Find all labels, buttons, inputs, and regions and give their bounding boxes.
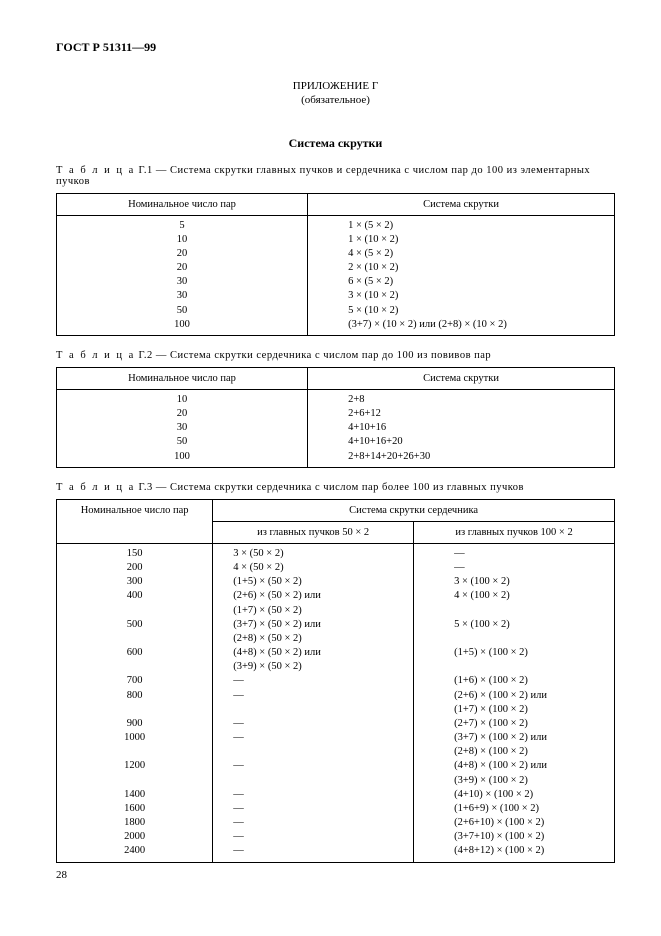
caption-prefix: Т а б л и ц а	[56, 165, 135, 176]
table3-col3-header: из главных пучков 100 × 2	[414, 521, 615, 543]
table1-col2-header: Система скрутки	[308, 193, 615, 215]
cell-text: 5 10 20 20 30 30 50 100	[65, 219, 299, 332]
table-header-row: Номинальное число пар Система скрутки	[57, 367, 615, 389]
caption-rest: Г.3 — Система скрутки сердечника с число…	[135, 482, 524, 493]
cell-text: 10 20 30 50 100	[65, 393, 299, 464]
table2-col1-header: Номинальное число пар	[57, 367, 308, 389]
cell-text: 3 × (50 × 2) 4 × (50 × 2) (1+5) × (50 × …	[233, 547, 405, 859]
table1-col1-header: Номинальное число пар	[57, 193, 308, 215]
table3-col1-header: Номинальное число пар	[57, 499, 213, 543]
appendix-line2: (обязательное)	[301, 94, 370, 106]
caption-rest: Г.1 — Система скрутки главных пучков и с…	[56, 165, 590, 187]
caption-prefix: Т а б л и ц а	[56, 350, 135, 361]
appendix-title: ПРИЛОЖЕНИЕ Г (обязательное)	[56, 79, 615, 108]
caption-prefix: Т а б л и ц а	[56, 482, 135, 493]
table2-col2-header: Система скрутки	[308, 367, 615, 389]
table2-caption: Т а б л и ц а Г.2 — Система скрутки серд…	[56, 350, 615, 361]
cell-text: 1 × (5 × 2) 1 × (10 × 2) 4 × (5 × 2) 2 ×…	[348, 219, 606, 332]
table1-col1-cell: 5 10 20 20 30 30 50 100	[57, 215, 308, 335]
table3-span-header: Система скрутки сердечника	[213, 499, 615, 521]
table-row: 10 20 30 50 100 2+8 2+6+12 4+10+16 4+10+…	[57, 389, 615, 467]
table-row: 150 200 300 400 500 600 700 800 900 1000…	[57, 543, 615, 862]
cell-text: 150 200 300 400 500 600 700 800 900 1000…	[65, 547, 204, 859]
doc-header: ГОСТ Р 51311—99	[56, 40, 615, 55]
table2-col1-cell: 10 20 30 50 100	[57, 389, 308, 467]
table2-col2-cell: 2+8 2+6+12 4+10+16 4+10+16+20 2+8+14+20+…	[308, 389, 615, 467]
table1-caption: Т а б л и ц а Г.1 — Система скрутки глав…	[56, 165, 615, 187]
table3-col3-cell: — — 3 × (100 × 2) 4 × (100 × 2) 5 × (100…	[414, 543, 615, 862]
appendix-line1: ПРИЛОЖЕНИЕ Г	[293, 80, 378, 92]
table-header-row: Номинальное число пар Система скрутки се…	[57, 499, 615, 521]
page-number: 28	[56, 869, 615, 881]
table3-caption: Т а б л и ц а Г.3 — Система скрутки серд…	[56, 482, 615, 493]
document-page: ГОСТ Р 51311—99 ПРИЛОЖЕНИЕ Г (обязательн…	[0, 0, 661, 901]
cell-text: — — 3 × (100 × 2) 4 × (100 × 2) 5 × (100…	[454, 547, 606, 859]
table1: Номинальное число пар Система скрутки 5 …	[56, 193, 615, 336]
table3-col2-header: из главных пучков 50 × 2	[213, 521, 414, 543]
table3-col1-cell: 150 200 300 400 500 600 700 800 900 1000…	[57, 543, 213, 862]
caption-rest: Г.2 — Система скрутки сердечника с число…	[135, 350, 491, 361]
table-header-row: Номинальное число пар Система скрутки	[57, 193, 615, 215]
table-row: 5 10 20 20 30 30 50 100 1 × (5 × 2) 1 × …	[57, 215, 615, 335]
table3-col2-cell: 3 × (50 × 2) 4 × (50 × 2) (1+5) × (50 × …	[213, 543, 414, 862]
table3: Номинальное число пар Система скрутки се…	[56, 499, 615, 863]
table1-col2-cell: 1 × (5 × 2) 1 × (10 × 2) 4 × (5 × 2) 2 ×…	[308, 215, 615, 335]
table2: Номинальное число пар Система скрутки 10…	[56, 367, 615, 468]
section-title: Система скрутки	[56, 136, 615, 151]
cell-text: 2+8 2+6+12 4+10+16 4+10+16+20 2+8+14+20+…	[348, 393, 606, 464]
